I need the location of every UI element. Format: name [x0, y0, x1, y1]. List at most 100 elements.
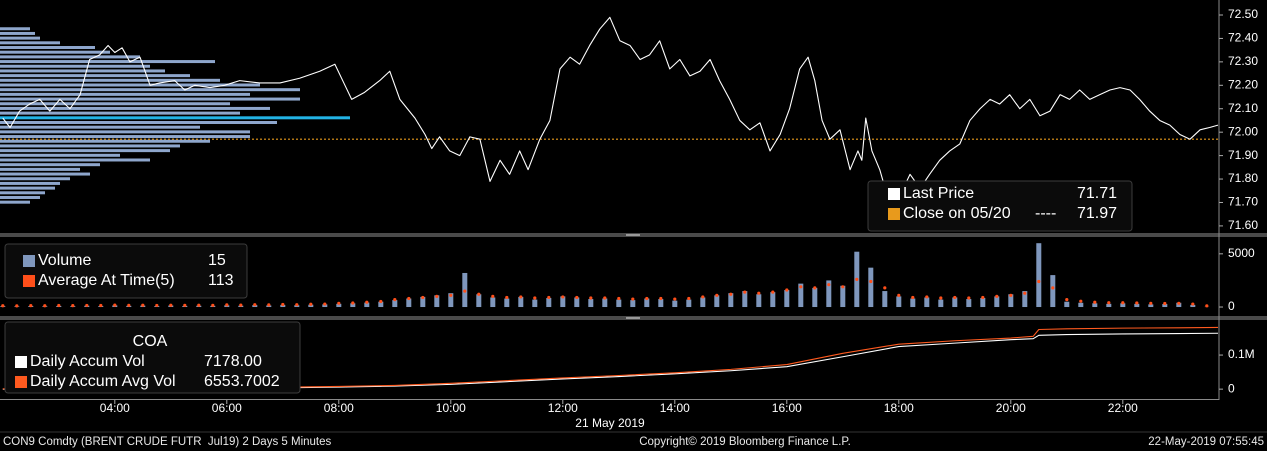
volume-bar: [364, 302, 370, 308]
profile-bar: [0, 167, 80, 171]
average-dot: [29, 304, 33, 308]
average-dot: [715, 293, 719, 297]
profile-bar: [0, 195, 40, 199]
x-tick-label: 06:00: [212, 401, 242, 415]
volume-bar: [1064, 301, 1070, 308]
y-tick-label: 0.1M: [1228, 347, 1255, 361]
y-tick-label: 72.00: [1228, 124, 1258, 138]
profile-bar: [0, 78, 220, 82]
average-dot: [421, 295, 425, 300]
average-dot: [211, 303, 215, 307]
average-dot: [239, 303, 243, 307]
average-dot: [1, 304, 5, 308]
average-dot: [757, 291, 761, 295]
legend-swatch: [23, 275, 35, 287]
average-dot: [785, 288, 789, 292]
average-dot: [351, 301, 355, 305]
average-dot: [603, 296, 607, 300]
legend-value: 113: [208, 272, 234, 289]
average-dot: [1205, 304, 1209, 308]
footer-right: 22-May-2019 07:55:45: [1148, 436, 1264, 448]
average-dot: [743, 290, 747, 294]
x-tick-label: 18:00: [884, 401, 914, 415]
average-dot: [197, 303, 201, 307]
profile-bar: [0, 27, 30, 31]
profile-bar: [0, 172, 90, 176]
average-dot: [295, 303, 299, 307]
average-dot: [1023, 291, 1027, 295]
x-tick-label: 22:00: [1108, 401, 1138, 415]
volume-bar: [840, 285, 846, 308]
volume-bar: [742, 291, 748, 308]
volume-bar: [812, 287, 818, 308]
profile-bar: [0, 191, 45, 195]
x-axis-label: 21 May 2019: [575, 416, 645, 430]
volume-bar: [756, 294, 762, 308]
volume-bar: [560, 296, 566, 308]
y-tick-label: 0: [1228, 299, 1235, 313]
profile-bar: [0, 139, 210, 143]
legend-value: 7178.00: [204, 353, 262, 370]
average-dot: [435, 294, 439, 298]
average-dot: [1093, 300, 1097, 304]
legend-swatch: [15, 376, 27, 388]
y-tick-label: 72.50: [1228, 7, 1258, 21]
volume-bar: [784, 290, 790, 308]
profile-bar: [0, 83, 260, 87]
average-dot: [379, 299, 383, 304]
profile-bar: [0, 130, 250, 134]
average-dot: [505, 295, 509, 300]
average-dot: [57, 303, 61, 308]
average-dot: [113, 303, 117, 307]
volume-bar: [518, 296, 524, 308]
y-tick-label: 72.30: [1228, 54, 1258, 68]
profile-bar: [0, 31, 35, 35]
average-dot: [617, 296, 621, 301]
volume-bar: [938, 299, 944, 308]
average-dot: [589, 296, 593, 300]
average-dot: [729, 292, 733, 296]
profile-bar: [0, 92, 250, 96]
profile-bar: [0, 163, 100, 167]
volume-bar: [490, 297, 496, 308]
average-dot: [1121, 301, 1125, 305]
separator-handle: [626, 317, 640, 319]
y-tick-label: 71.90: [1228, 148, 1258, 162]
average-dot: [561, 295, 565, 299]
x-tick-label: 10:00: [436, 401, 466, 415]
profile-bar: [0, 36, 40, 40]
profile-bar: [0, 46, 95, 50]
average-dot: [1177, 301, 1181, 305]
profile-bar: [0, 111, 240, 115]
average-dot: [43, 304, 47, 308]
volume-bar: [700, 297, 706, 308]
legend-value: 6553.7002: [204, 373, 280, 390]
volume-bar: [672, 300, 678, 308]
average-dot: [393, 297, 397, 302]
average-dot: [813, 286, 817, 290]
volume-bar: [1120, 303, 1126, 308]
profile-bar: [0, 144, 180, 148]
volume-bar: [532, 299, 538, 308]
average-dot: [183, 303, 187, 307]
volume-bar: [1162, 304, 1168, 308]
average-dot: [225, 303, 229, 307]
y-tick-label: 71.70: [1228, 195, 1258, 209]
legend-title: COA: [133, 333, 168, 350]
volume-bar: [588, 299, 594, 308]
average-dot: [141, 303, 145, 307]
average-dot: [967, 296, 971, 300]
legend-box: [4, 243, 248, 299]
average-dot: [1163, 301, 1167, 306]
y-tick-label: 0: [1228, 381, 1235, 395]
average-dot: [449, 293, 453, 297]
average-dot: [169, 303, 173, 307]
volume-bar: [952, 297, 958, 308]
profile-bar: [0, 88, 300, 92]
average-dot: [1135, 301, 1139, 305]
volume-bar: [350, 303, 356, 308]
x-tick-label: 08:00: [324, 401, 354, 415]
volume-bar: [434, 295, 440, 308]
legend-label: Average At Time(5): [38, 272, 175, 289]
